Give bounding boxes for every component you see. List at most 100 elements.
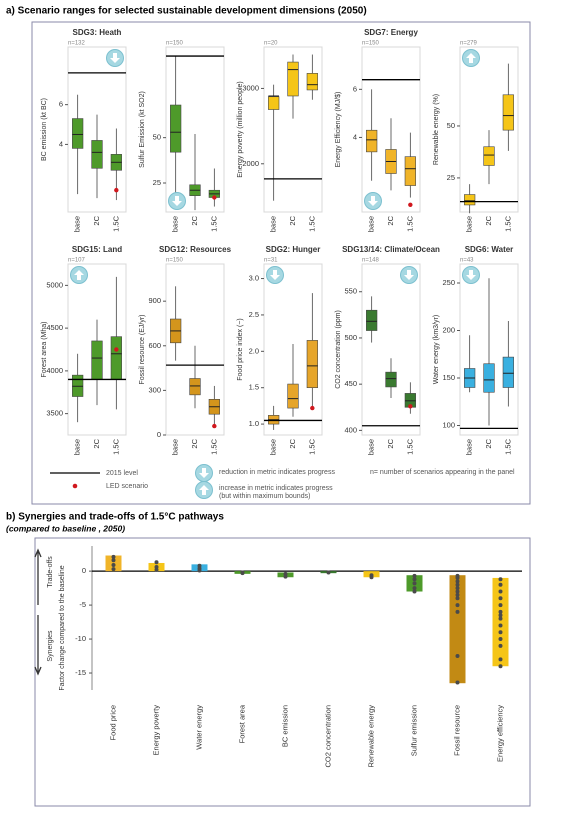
led-dot	[212, 423, 217, 429]
scenario-dot	[498, 616, 503, 621]
box	[110, 336, 122, 380]
box	[306, 340, 318, 389]
x-tick-label: base	[171, 439, 180, 455]
plot-area	[361, 46, 421, 213]
legend-led: LED scenario	[106, 483, 148, 490]
scenario-dot	[111, 558, 116, 563]
y-axis-label: Factor change compared to the baseline	[59, 565, 66, 690]
subheader-b: (compared to baseline , 2050)	[6, 523, 125, 533]
x-tick-label: 1.5C	[209, 438, 218, 454]
y-tick-label: 2.0	[249, 346, 259, 355]
scenario-dot	[455, 680, 460, 685]
y-tick-label: 1.5	[249, 383, 259, 392]
x-tick-label: BC emission	[280, 705, 289, 747]
y-axis-label: Energy poverty (million people)	[237, 81, 244, 178]
plot-area	[361, 263, 421, 436]
icon-arrow	[199, 468, 209, 478]
icon-arrow	[404, 270, 414, 280]
y-tick-label: 600	[148, 341, 161, 350]
panel-b-frame	[34, 537, 531, 807]
scenario-dot	[111, 567, 116, 572]
scenario-dot	[498, 582, 503, 587]
plot-area	[459, 46, 519, 213]
panel-a-frame	[31, 21, 531, 505]
plot-area	[263, 263, 323, 436]
y-tick-label: 900	[148, 296, 161, 305]
x-tick-label: 1.5C	[307, 438, 316, 454]
icon-arrow	[270, 270, 280, 280]
scenario-dot	[498, 664, 503, 669]
scenario-dot	[455, 596, 460, 601]
range-bar	[492, 577, 509, 667]
scenario-dot	[455, 589, 460, 594]
progress-icon	[400, 266, 418, 284]
progress-icon	[266, 266, 284, 284]
y-tick-label: 1.0	[249, 419, 259, 428]
y-tick-label: 3.0	[249, 274, 259, 283]
legend-level: 2015 level	[106, 470, 138, 477]
n-label: n=279	[460, 41, 478, 47]
plot-area	[165, 263, 225, 436]
progress-icon	[106, 49, 124, 67]
led-dot	[114, 347, 119, 352]
x-tick-label: base	[73, 216, 82, 232]
icon-arrow	[368, 196, 378, 206]
y-tick-label: 0	[82, 566, 86, 575]
header-a: a) Scenario ranges for selected sustaina…	[6, 6, 367, 17]
box	[72, 118, 84, 149]
scenario-dot	[240, 571, 245, 576]
scenario-dot	[455, 579, 460, 584]
x-tick-label: base	[269, 439, 278, 455]
x-tick-label: Food price	[108, 705, 117, 740]
y-tick-label: 100	[442, 420, 455, 429]
box	[268, 96, 280, 110]
y-tick-label: 6	[353, 84, 357, 93]
y-axis-label: Forest area (Mha)	[41, 321, 48, 377]
header-b: b) Synergies and trade-offs of 1.5°C pat…	[6, 512, 224, 523]
x-tick-label: Water energy	[194, 705, 203, 750]
scenario-dot	[111, 563, 116, 568]
x-tick-label: 1.5C	[503, 215, 512, 231]
icon-arrow	[466, 270, 476, 280]
box	[170, 104, 182, 153]
x-tick-label: 2C	[288, 215, 297, 225]
x-tick-label: 2C	[484, 215, 493, 225]
scenario-dot	[498, 589, 503, 594]
y-tick-label: 2.5	[249, 310, 259, 319]
n-label: n=150	[166, 41, 184, 47]
scenario-dot	[455, 609, 460, 614]
scenario-dot	[412, 589, 417, 594]
y-tick-label: 50	[153, 133, 161, 142]
scenario-dot	[498, 623, 503, 628]
n-label: n=107	[68, 258, 86, 264]
x-tick-label: 2C	[484, 438, 493, 448]
scenario-dot	[455, 592, 460, 597]
y-tick-label: -10	[75, 634, 86, 643]
progress-icon	[462, 266, 480, 284]
plot-area	[263, 46, 323, 213]
panel-title: SDG12: Resources	[159, 245, 232, 254]
box	[483, 363, 495, 393]
x-tick-label: base	[367, 216, 376, 232]
x-tick-label: 2C	[92, 215, 101, 225]
y-tick-label: 4	[353, 132, 357, 141]
x-tick-label: 2C	[190, 438, 199, 448]
y-tick-label: 4500	[46, 323, 63, 332]
scenario-dot	[197, 563, 202, 568]
box	[464, 194, 476, 206]
x-tick-label: CO2 concentration	[323, 705, 332, 768]
plot-area	[67, 263, 127, 436]
scenario-dot	[455, 575, 460, 580]
plot-area	[459, 263, 519, 436]
led-dot	[310, 405, 315, 411]
plot-area	[165, 46, 225, 213]
x-tick-label: 1.5C	[209, 215, 218, 231]
n-label: n=148	[362, 258, 380, 264]
scenario-dot	[498, 603, 503, 608]
panel-title: SDG7: Energy	[364, 28, 418, 37]
scenario-dot	[498, 643, 503, 648]
scenario-dot	[498, 637, 503, 642]
x-tick-label: 2C	[92, 438, 101, 448]
x-tick-label: Forest area	[237, 704, 246, 743]
scenario-dot	[455, 582, 460, 587]
